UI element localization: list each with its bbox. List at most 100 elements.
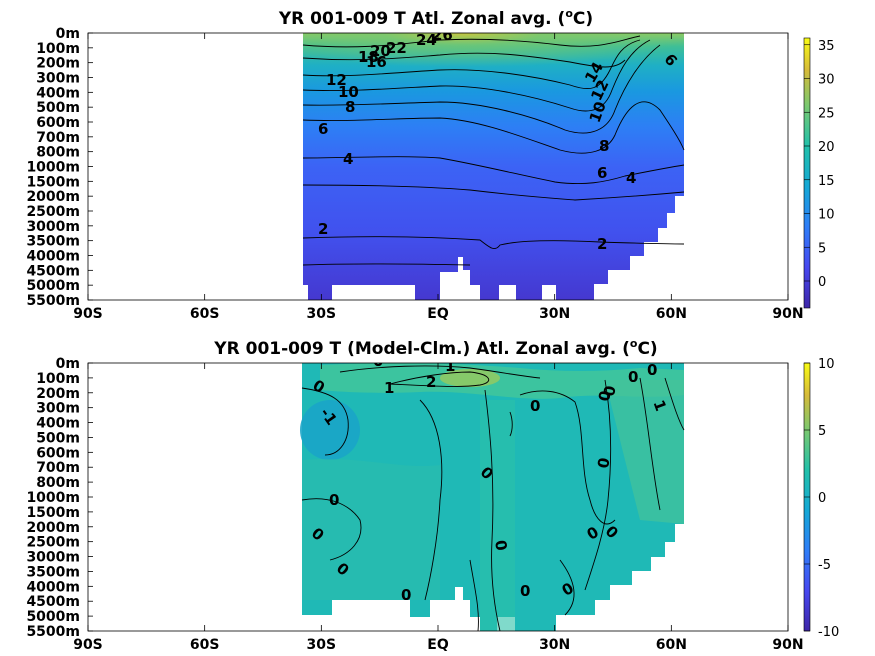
y-tick-label: 3500m <box>26 234 80 250</box>
y-tick-label: 4500m <box>26 594 80 610</box>
y-tick-label: 200m <box>36 386 80 402</box>
contour-label: 2 <box>318 220 328 238</box>
bottom-warm-patch <box>320 363 684 399</box>
top-ocean-fill <box>303 33 684 300</box>
x-tick-label: 90N <box>772 306 803 322</box>
top-axes: 90S 60S 30S EQ 30N 60N 90N0m100m200m300m400m50… <box>26 26 803 322</box>
contour-label: 0 <box>594 456 614 469</box>
bottom-warm-band-2 <box>480 400 515 631</box>
colorbar-tick-label: -10 <box>818 625 839 640</box>
y-tick-label: 1500m <box>26 505 80 521</box>
contour-label: 0 <box>491 539 511 552</box>
y-tick-label: 2000m <box>26 520 80 536</box>
bottom-colorbar-ticks: 10 5 0 -5 -10 <box>804 357 839 640</box>
colorbar-tick-label: -5 <box>818 558 831 573</box>
contour-label: 1 <box>445 357 455 375</box>
y-tick-label: 500m <box>36 430 80 446</box>
y-tick-label: 500m <box>36 100 80 116</box>
contour-label: 2 <box>597 235 607 253</box>
bottom-title: YR 001-009 T (Model-Clm.) Atl. Zonal avg… <box>213 337 657 359</box>
contour-label: 0 <box>373 352 383 370</box>
x-tick-label: 30S <box>307 637 337 653</box>
contour-label: 4 <box>343 150 353 168</box>
y-tick-label: 4000m <box>26 579 80 595</box>
contour-label: 24 <box>416 31 437 49</box>
contour-label: 22 <box>386 39 407 57</box>
bottom-field: 0 1 1 2 0 -1 0 0 0 0 0 1 0 0 0 0 0 0 0 0 <box>300 352 685 631</box>
y-tick-label: 5500m <box>26 624 80 640</box>
y-tick-label: 800m <box>36 475 80 491</box>
y-tick-label: 700m <box>36 460 80 476</box>
colorbar-tick-label: 25 <box>818 106 835 121</box>
bottom-hot-spot <box>440 369 500 387</box>
contour-label: 6 <box>597 164 607 182</box>
bottom-panel: YR 001-009 T (Model-Clm.) Atl. Zonal avg… <box>26 337 839 653</box>
colorbar-tick-label: 5 <box>818 241 826 256</box>
y-tick-label: 400m <box>36 416 80 432</box>
top-panel: YR 001-009 T Atl. Zonal avg. (oC) 12 <box>26 7 834 322</box>
bottom-warm-band <box>610 380 684 524</box>
contour-label: 6 <box>318 120 328 138</box>
x-tick-label: 60S <box>190 306 220 322</box>
top-field: 12 10 8 6 4 2 16 18 20 22 24 26 14 12 10… <box>302 26 685 300</box>
y-tick-label: 5000m <box>26 278 80 294</box>
colorbar-tick-label: 0 <box>818 491 826 506</box>
x-tick-label: 90N <box>772 637 803 653</box>
x-tick-label: 60N <box>656 306 687 322</box>
top-title: YR 001-009 T Atl. Zonal avg. (oC) <box>278 7 593 29</box>
x-tick-label: 60S <box>190 637 220 653</box>
bottom-cool-patch <box>300 400 360 460</box>
contour-label: 8 <box>345 98 355 116</box>
bottom-contours <box>301 365 685 631</box>
top-colorbar-ticks: 35 30 25 20 15 10 5 0 <box>804 39 835 290</box>
contour-label: 0 <box>600 384 620 397</box>
y-tick-label: 2000m <box>26 189 80 205</box>
colorbar-tick-label: 35 <box>818 39 835 54</box>
y-tick-label: 300m <box>36 71 80 87</box>
contour-label: 0 <box>628 368 638 386</box>
colorbar-tick-label: 20 <box>818 140 835 155</box>
y-tick-label: 5500m <box>26 293 80 309</box>
contour-label: 4 <box>626 169 636 187</box>
contour-label: 2 <box>426 373 436 391</box>
y-tick-label: 4000m <box>26 249 80 265</box>
top-colorbar <box>803 37 811 309</box>
y-tick-label: 2500m <box>26 204 80 220</box>
y-tick-label: 1000m <box>26 490 80 506</box>
y-tick-label: 3000m <box>26 550 80 566</box>
bottom-mid-band <box>302 458 440 600</box>
y-tick-label: 1000m <box>26 160 80 176</box>
contour-label: 0 <box>520 582 530 600</box>
contour-label: 10 <box>338 83 359 101</box>
contour-label: 0 <box>595 389 615 402</box>
x-tick-label: EQ <box>427 306 449 322</box>
y-tick-label: 800m <box>36 145 80 161</box>
top-warm-surface <box>303 33 684 90</box>
y-tick-label: 5000m <box>26 609 80 625</box>
top-contours <box>302 35 685 266</box>
colorbar-tick-label: 15 <box>818 174 835 189</box>
y-tick-label: 100m <box>36 371 80 387</box>
y-tick-label: 600m <box>36 115 80 131</box>
y-tick-label: 100m <box>36 41 80 57</box>
x-tick-label: 30N <box>539 306 570 322</box>
x-tick-label: EQ <box>427 637 449 653</box>
colorbar-tick-label: 30 <box>818 73 835 88</box>
y-tick-label: 4500m <box>26 263 80 279</box>
contour-label: 20 <box>370 42 391 60</box>
bottom-axes: 90S 60S 30S EQ 30N 60N 90N0m100m200m300m400m50… <box>26 356 803 653</box>
contour-label: 18 <box>358 48 379 66</box>
contour-label: 16 <box>366 53 387 71</box>
colorbar-tick-label: 10 <box>818 357 835 372</box>
x-tick-label: 90S <box>73 306 103 322</box>
y-tick-label: 3500m <box>26 564 80 580</box>
y-tick-label: 2500m <box>26 535 80 551</box>
contour-label: 26 <box>432 26 453 44</box>
y-tick-label: 300m <box>36 401 80 417</box>
contour-label: 0 <box>329 491 339 509</box>
contour-label: 1 <box>384 379 394 397</box>
y-tick-label: 0m <box>56 26 80 42</box>
x-tick-label: 30S <box>307 306 337 322</box>
contour-label: 0 <box>401 586 411 604</box>
